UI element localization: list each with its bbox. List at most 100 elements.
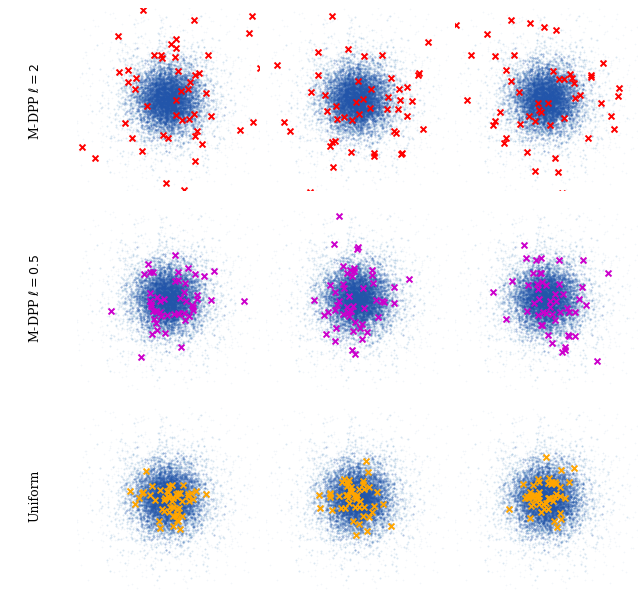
Point — [465, 336, 476, 345]
Point — [132, 96, 143, 105]
Point — [530, 84, 540, 94]
Point — [138, 476, 148, 485]
Point — [172, 324, 182, 333]
Point — [355, 288, 365, 297]
Point — [366, 489, 376, 498]
Point — [170, 284, 180, 293]
Point — [355, 482, 365, 491]
Point — [154, 97, 164, 106]
Point — [404, 134, 414, 144]
Point — [317, 93, 327, 102]
Point — [630, 255, 640, 264]
Point — [351, 294, 361, 303]
Point — [150, 306, 160, 316]
Point — [154, 524, 164, 533]
Point — [575, 520, 585, 530]
Point — [545, 303, 556, 312]
Point — [522, 490, 532, 499]
Point — [559, 313, 569, 322]
Point — [369, 126, 380, 136]
Point — [182, 94, 192, 103]
Point — [542, 87, 552, 96]
Point — [376, 130, 387, 139]
Point — [138, 88, 148, 97]
Point — [151, 497, 161, 506]
Point — [530, 88, 540, 97]
Point — [358, 100, 368, 109]
Point — [521, 528, 531, 537]
Point — [143, 80, 154, 90]
Point — [378, 497, 388, 506]
Point — [535, 510, 545, 519]
Point — [171, 310, 181, 320]
Point — [541, 103, 552, 112]
Point — [169, 296, 179, 305]
Point — [332, 83, 342, 93]
Point — [154, 490, 164, 500]
Point — [508, 488, 518, 497]
Point — [556, 322, 566, 331]
Point — [547, 95, 557, 104]
Point — [549, 462, 559, 472]
Point — [167, 84, 177, 93]
Point — [353, 54, 363, 63]
Point — [141, 300, 151, 310]
Point — [365, 93, 376, 103]
Point — [536, 501, 547, 511]
Point — [327, 306, 337, 315]
Point — [381, 280, 391, 290]
Point — [369, 302, 379, 312]
Point — [143, 133, 153, 143]
Point — [175, 81, 186, 91]
Point — [115, 300, 125, 310]
Point — [158, 110, 168, 119]
Point — [321, 293, 331, 303]
Point — [553, 518, 563, 528]
Point — [192, 287, 202, 296]
Point — [164, 297, 174, 307]
Point — [535, 269, 545, 279]
Point — [374, 312, 385, 322]
Point — [175, 482, 185, 491]
Point — [505, 266, 515, 276]
Point — [541, 503, 551, 512]
Point — [182, 61, 193, 71]
Point — [545, 459, 556, 469]
Point — [547, 68, 557, 78]
Point — [170, 116, 180, 125]
Point — [353, 503, 364, 512]
Point — [360, 306, 370, 315]
Point — [136, 537, 147, 547]
Point — [529, 83, 540, 93]
Point — [361, 484, 371, 494]
Point — [536, 502, 547, 512]
Point — [515, 60, 525, 69]
Point — [503, 304, 513, 313]
Point — [358, 504, 368, 514]
Point — [129, 463, 139, 472]
Point — [312, 547, 322, 557]
Point — [509, 496, 520, 506]
Point — [180, 481, 190, 490]
Point — [85, 82, 95, 91]
Point — [331, 498, 341, 507]
Point — [166, 287, 176, 297]
Point — [563, 287, 573, 297]
Point — [177, 270, 187, 280]
Point — [521, 91, 531, 100]
Point — [547, 288, 557, 298]
Point — [532, 501, 543, 510]
Point — [381, 104, 391, 113]
Point — [358, 297, 368, 306]
Point — [344, 94, 354, 104]
Point — [517, 475, 527, 484]
Point — [358, 504, 369, 514]
Point — [333, 94, 344, 103]
Point — [541, 67, 552, 76]
Point — [564, 484, 575, 493]
Point — [534, 226, 544, 235]
Point — [509, 82, 520, 91]
Point — [569, 143, 579, 153]
Point — [527, 110, 537, 120]
Point — [515, 77, 525, 87]
